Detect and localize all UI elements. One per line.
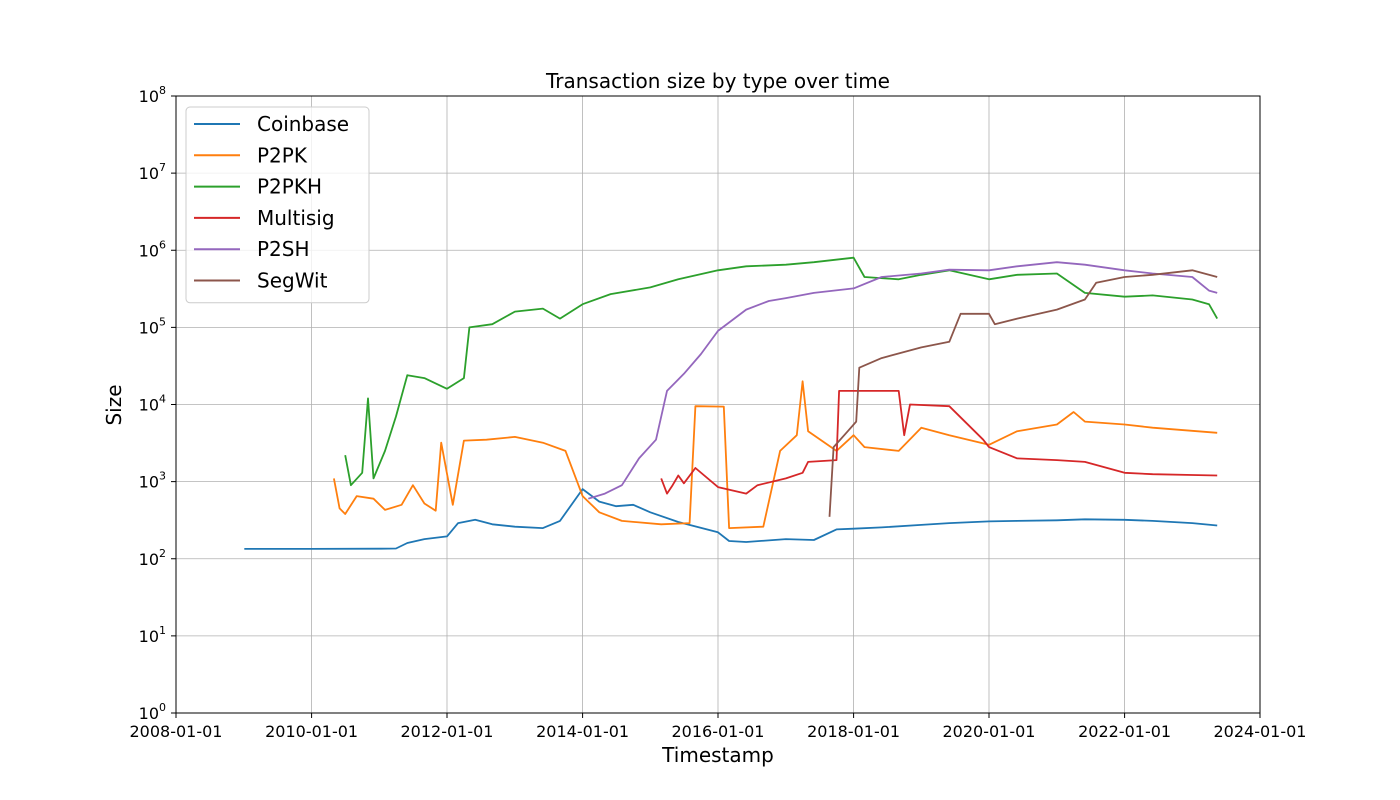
x-tick-label: 2024-01-01: [1214, 722, 1307, 741]
legend-label-p2pk: P2PK: [257, 143, 308, 167]
y-tick-exponent: 3: [159, 470, 166, 483]
y-tick-base: 10: [139, 473, 159, 492]
x-axis: 2008-01-01 2010-01-01 2012-01-01 2014-01-01…: [130, 713, 1307, 741]
y-tick-base: 10: [139, 627, 159, 646]
legend-label-p2pkh: P2PKH: [257, 175, 322, 199]
y-tick-exponent: 2: [159, 547, 166, 560]
y-tick-label: 103: [139, 470, 166, 492]
chart-title: Transaction size by type over time: [545, 69, 890, 93]
y-tick-label: 108: [139, 84, 166, 106]
y-tick-exponent: 0: [159, 701, 166, 714]
series-line-p2sh: [588, 261, 1218, 500]
y-tick-base: 10: [139, 164, 159, 183]
y-tick-exponent: 4: [159, 393, 166, 406]
y-tick-base: 10: [139, 396, 159, 415]
y-tick-label: 104: [139, 393, 166, 415]
x-tick-label: 2012-01-01: [401, 722, 494, 741]
y-tick-base: 10: [139, 87, 159, 106]
y-tick-label: 107: [139, 161, 166, 183]
y-tick-base: 10: [139, 241, 159, 260]
x-axis-title: Timestamp: [661, 743, 774, 767]
series-line-p2pkh: [344, 256, 1218, 487]
x-tick-label: 2008-01-01: [130, 722, 223, 741]
legend-label-p2sh: P2SH: [257, 237, 310, 261]
y-tick-label: 102: [139, 547, 166, 569]
y-tick-exponent: 7: [159, 161, 166, 174]
x-tick-label: 2020-01-01: [943, 722, 1036, 741]
y-axis-title: Size: [102, 384, 126, 425]
legend-label-multisig: Multisig: [257, 206, 335, 230]
y-tick-exponent: 6: [159, 238, 166, 251]
y-tick-base: 10: [139, 704, 159, 723]
y-tick-exponent: 1: [159, 624, 166, 637]
series-line-coinbase: [244, 488, 1218, 550]
y-tick-label: 106: [139, 238, 166, 260]
y-tick-label: 100: [139, 701, 166, 723]
legend: Coinbase P2PK P2PKH Multisig P2SH SegWit: [185, 106, 370, 304]
x-tick-label: 2014-01-01: [536, 722, 629, 741]
y-tick-label: 101: [139, 624, 166, 646]
legend-label-segwit: SegWit: [257, 269, 328, 293]
y-tick-exponent: 8: [159, 84, 166, 97]
y-tick-base: 10: [139, 318, 159, 337]
y-tick-exponent: 5: [159, 315, 166, 328]
series-line-multisig: [660, 390, 1218, 495]
series-layer: [244, 256, 1218, 550]
series-line-segwit: [828, 269, 1218, 517]
x-tick-label: 2016-01-01: [672, 722, 765, 741]
x-tick-label: 2022-01-01: [1078, 722, 1171, 741]
series-line-p2pk: [333, 380, 1218, 529]
x-tick-label: 2018-01-01: [807, 722, 900, 741]
x-tick-label: 2010-01-01: [265, 722, 358, 741]
legend-label-coinbase: Coinbase: [257, 112, 349, 136]
y-tick-base: 10: [139, 550, 159, 569]
y-tick-label: 105: [139, 315, 166, 337]
